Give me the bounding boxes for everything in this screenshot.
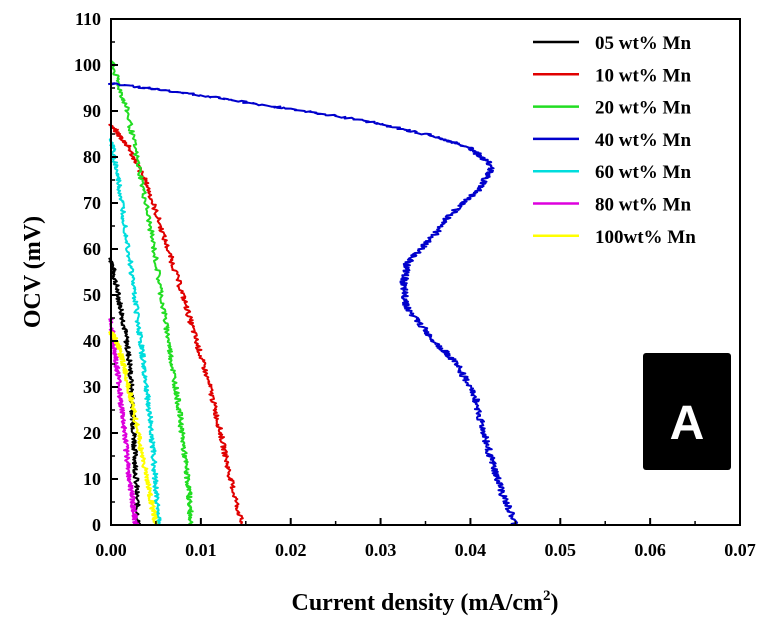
legend-label-5: 60 wt% Mn	[595, 162, 691, 183]
panel-badge: A	[643, 353, 731, 470]
y-tick-label: 20	[83, 423, 101, 443]
y-tick-label: 0	[92, 515, 101, 535]
legend-label-4: 40 wt% Mn	[595, 130, 691, 151]
legend-label-6: 80 wt% Mn	[595, 195, 691, 216]
y-tick-label: 90	[83, 101, 101, 121]
x-axis-title-main: Current density (mA/cm	[291, 590, 543, 616]
x-tick-label: 0.00	[95, 540, 127, 560]
x-tick-label: 0.04	[455, 540, 487, 560]
y-tick-label: 100	[74, 55, 101, 75]
y-tick-label: 10	[83, 469, 101, 489]
x-tick-label: 0.06	[634, 540, 666, 560]
y-axis-title: OCV (mV)	[20, 216, 46, 328]
series-line-4	[108, 82, 519, 526]
y-tick-label: 70	[83, 193, 101, 213]
y-tick-label: 60	[83, 239, 101, 259]
ticks-layer: 0 10 20 30 40 50 60 70 80 90 100 110 0.00 0.01 0.02 0.0…	[74, 9, 756, 560]
series-line-1	[108, 257, 141, 526]
series-line-6	[108, 317, 140, 526]
legend-label-1: 05 wt% Mn	[595, 33, 691, 54]
x-axis-title: Current density (mA/cm2)	[291, 588, 558, 616]
x-axis-title-end: )	[551, 590, 559, 616]
panel-badge-label: A	[670, 397, 705, 450]
x-tick-label: 0.03	[365, 540, 397, 560]
legend: 05 wt% Mn 10 wt% Mn 20 wt% Mn 40 wt% Mn 60 w…	[533, 33, 696, 248]
legend-label-2: 10 wt% Mn	[595, 65, 691, 86]
y-tick-label: 80	[83, 147, 101, 167]
series-layer	[108, 59, 519, 526]
x-tick-label: 0.05	[545, 540, 577, 560]
series-line-3	[109, 59, 194, 526]
x-axis-title-sup: 2	[543, 588, 551, 604]
x-tick-label: 0.07	[724, 540, 756, 560]
legend-label-7: 100wt% Mn	[595, 227, 696, 248]
series-line-5	[108, 138, 162, 526]
x-tick-label: 0.02	[275, 540, 307, 560]
y-tick-label: 110	[75, 9, 101, 29]
y-tick-label: 50	[83, 285, 101, 305]
x-tick-label: 0.01	[185, 540, 217, 560]
series-line-7	[108, 330, 159, 526]
plot-area: 0 10 20 30 40 50 60 70 80 90 100 110 0.00 0.01 0.02 0.0…	[74, 9, 756, 560]
legend-label-3: 20 wt% Mn	[595, 98, 691, 119]
panel-badge-box	[643, 353, 731, 470]
y-tick-label: 30	[83, 377, 101, 397]
y-tick-label: 40	[83, 331, 101, 351]
